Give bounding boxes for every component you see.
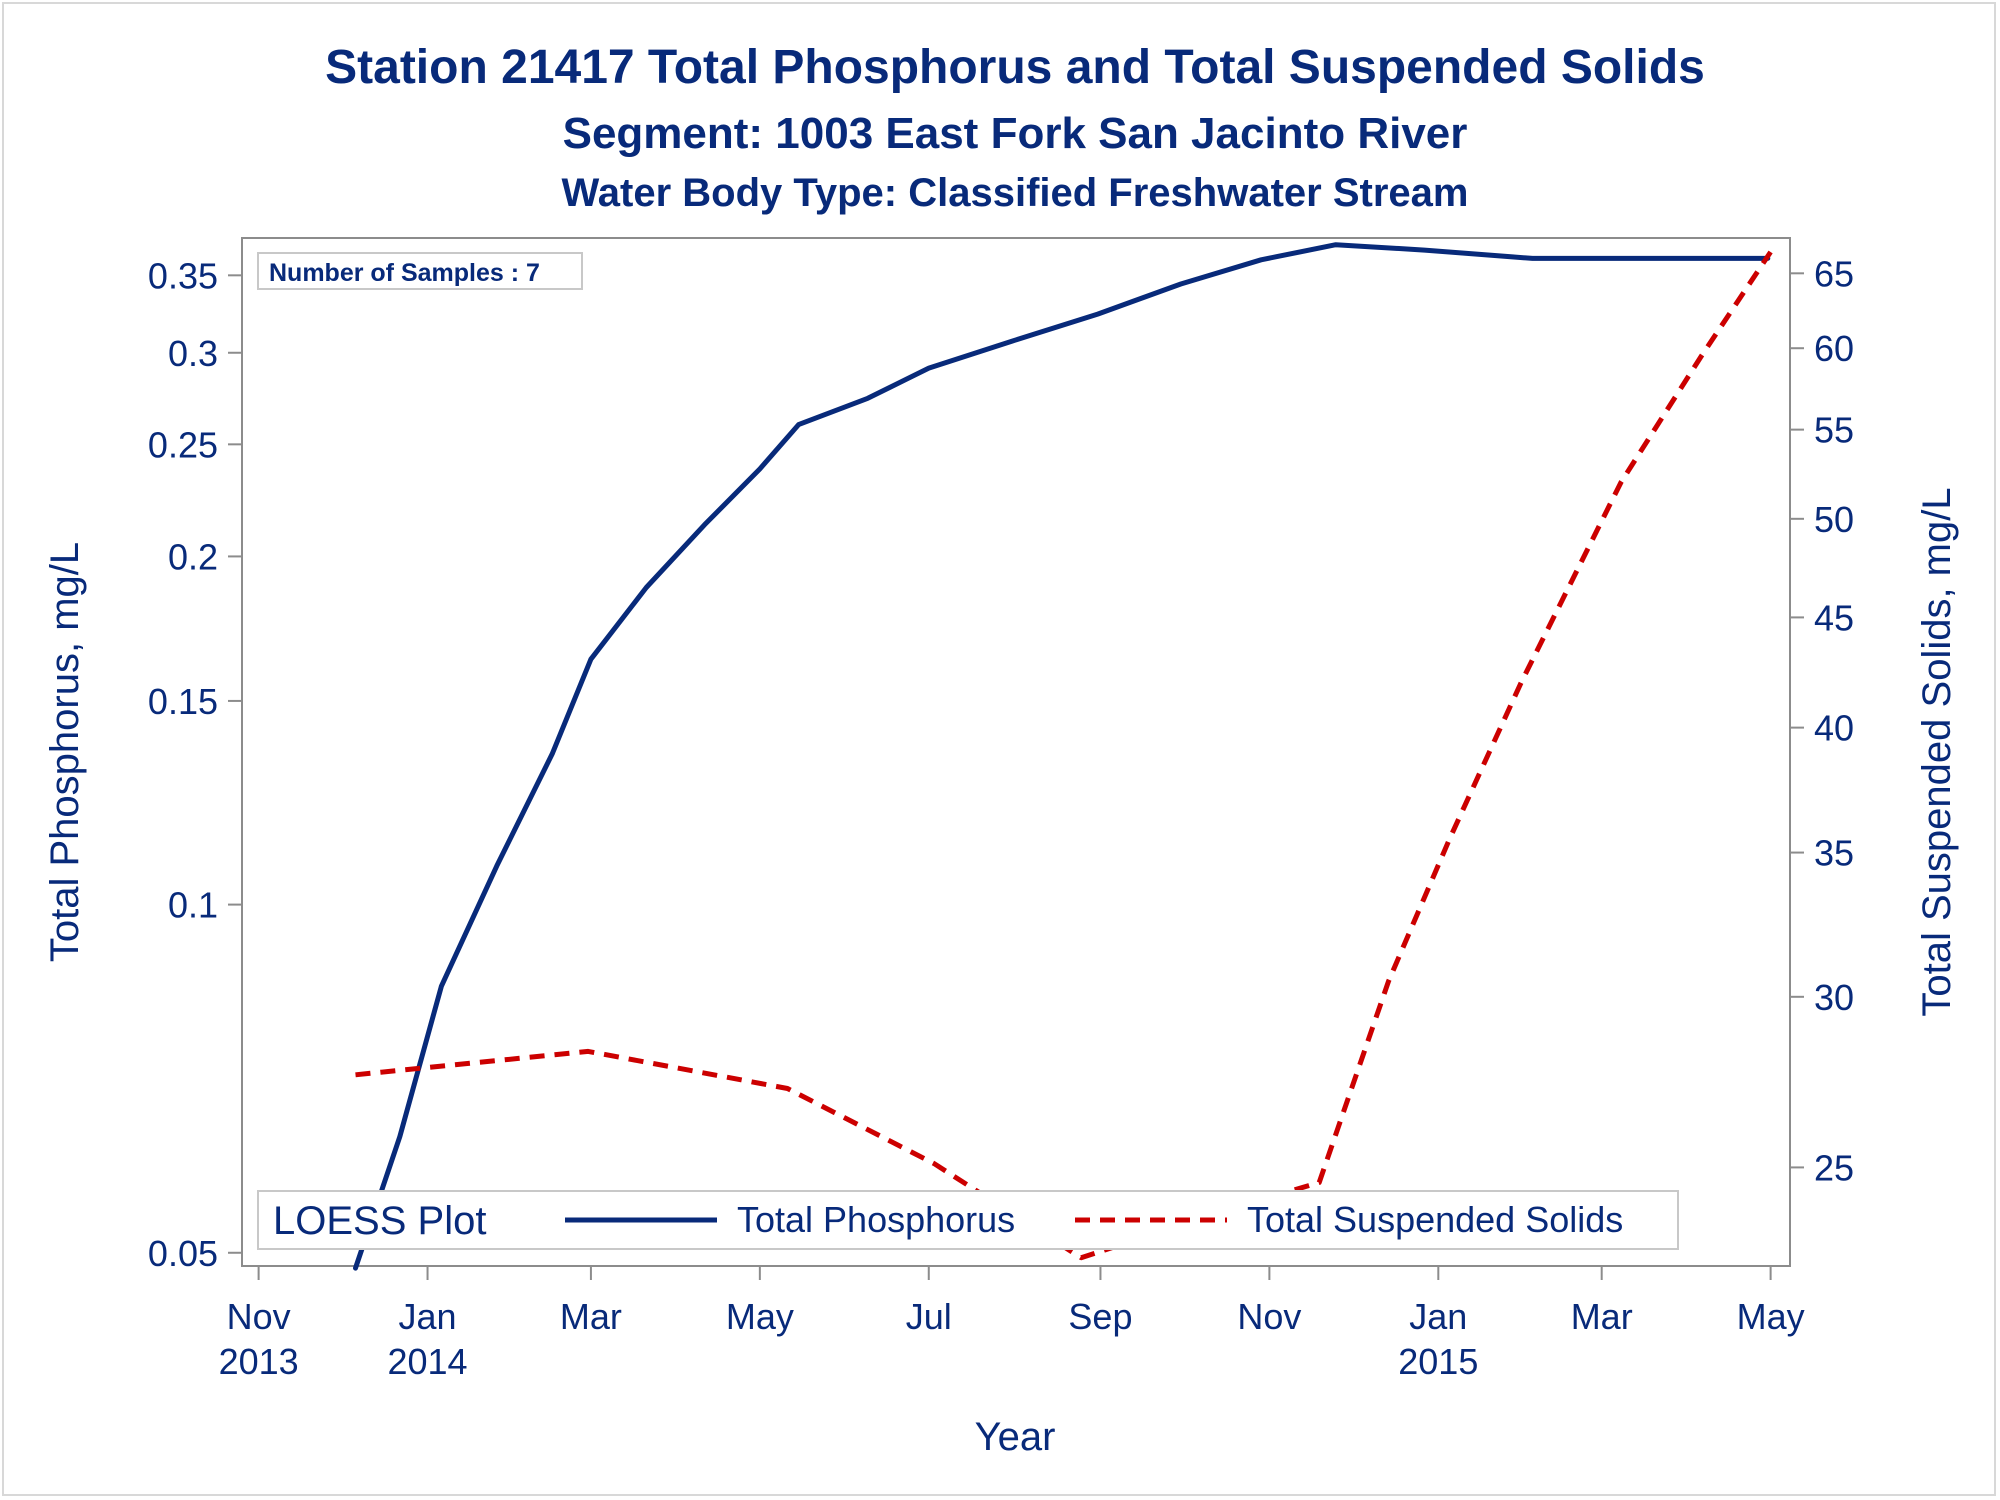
y-right-tick-label-3: 40	[1814, 708, 1854, 749]
y-left-tick-label-3: 0.2	[168, 536, 218, 577]
y-right-tick-label-0: 25	[1814, 1147, 1854, 1188]
y-right-tick-label-1: 30	[1814, 977, 1854, 1018]
chart-subtitle: Segment: 1003 East Fork San Jacinto Rive…	[563, 109, 1468, 158]
legend: LOESS Plot Total Phosphorus Total Suspen…	[257, 1190, 1679, 1250]
sample-count-box: Number of Samples : 7	[257, 252, 583, 290]
y-left-tick-label-2: 0.15	[148, 681, 218, 722]
x-tick-label-2: Mar	[560, 1296, 622, 1337]
x-tick-label-5: Sep	[1068, 1296, 1132, 1337]
x-tick-year-label-7: 2015	[1398, 1341, 1478, 1382]
sample-count-label: Number of Samples : 7	[269, 259, 540, 287]
y-left-tick-label-6: 0.35	[148, 255, 218, 296]
y-right-tick-label-8: 65	[1814, 253, 1854, 294]
y-right-tick-label-5: 50	[1814, 499, 1854, 540]
x-tick-label-3: May	[726, 1296, 794, 1337]
y-right-tick-label-6: 55	[1814, 410, 1854, 451]
x-tick-year-label-1: 2014	[387, 1341, 467, 1382]
x-tick-label-6: Nov	[1237, 1296, 1301, 1337]
chart-title: Station 21417 Total Phosphorus and Total…	[325, 41, 1705, 94]
y-right-tick-label-7: 60	[1814, 328, 1854, 369]
y-right-tick-label-4: 45	[1814, 597, 1854, 638]
plot-area	[241, 237, 1791, 1267]
x-tick-label-7: Jan	[1409, 1296, 1467, 1337]
chart-subtitle-2: Water Body Type: Classified Freshwater S…	[562, 171, 1469, 215]
legend-entry-total-suspended-solids: Total Suspended Solids	[1247, 1199, 1623, 1240]
x-tick-label-1: Jan	[399, 1296, 457, 1337]
y-axis-left-title: Total Phosphorus, mg/L	[43, 542, 87, 962]
legend-title: LOESS Plot	[273, 1199, 486, 1243]
x-tick-year-label-0: 2013	[219, 1341, 299, 1382]
legend-entry-total-phosphorus: Total Phosphorus	[737, 1199, 1015, 1240]
series-line-total-suspended-solids	[355, 250, 1773, 1261]
y-axis-right-title: Total Suspended Solids, mg/L	[1915, 487, 1959, 1016]
y-right-tick-label-2: 35	[1814, 833, 1854, 874]
y-left-tick-label-0: 0.05	[148, 1233, 218, 1274]
y-left-tick-label-5: 0.3	[168, 333, 218, 374]
x-tick-label-4: Jul	[906, 1296, 952, 1337]
x-tick-label-8: Mar	[1571, 1296, 1633, 1337]
y-left-tick-label-1: 0.1	[168, 885, 218, 926]
y-left-tick-label-4: 0.25	[148, 424, 218, 465]
series-layer	[353, 242, 1773, 1271]
x-axis-title: Year	[975, 1415, 1056, 1459]
series-line-total-phosphorus	[353, 242, 1771, 1271]
x-tick-label-0: Nov	[227, 1296, 291, 1337]
legend-box	[257, 1190, 1679, 1250]
x-tick-label-9: May	[1737, 1296, 1805, 1337]
